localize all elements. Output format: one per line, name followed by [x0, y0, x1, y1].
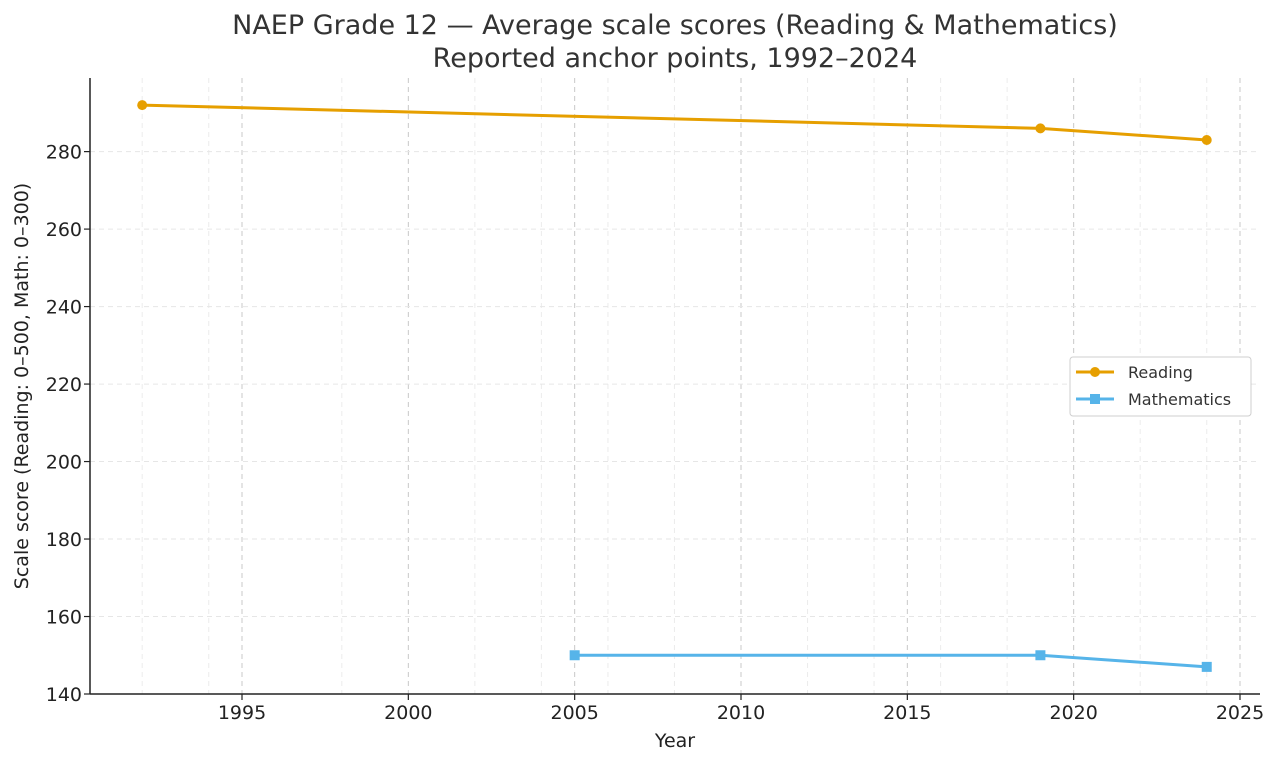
x-tick-label: 2025	[1216, 702, 1264, 724]
y-tick-label: 180	[46, 529, 82, 551]
axes-layer	[89, 78, 1260, 695]
mathematics-point	[569, 650, 580, 661]
chart-subtitle: Reported anchor points, 1992–2024	[433, 43, 918, 74]
y-axis-label: Scale score (Reading: 0–500, Math: 0–300…	[11, 183, 33, 589]
y-tick-layer: 140 160 180 200 220 240 260 280	[46, 142, 90, 706]
y-tick-label: 240	[46, 297, 82, 319]
legend: Reading Mathematics	[1069, 356, 1252, 417]
legend-mathematics-marker	[1090, 394, 1100, 404]
mathematics-point	[1201, 661, 1212, 672]
y-tick-label: 260	[46, 219, 82, 241]
legend-box	[1069, 356, 1252, 417]
x-tick-label: 2015	[883, 702, 931, 724]
x-axis-label: Year	[654, 730, 695, 752]
y-tick-label: 140	[46, 684, 82, 706]
reading-point	[1201, 134, 1212, 145]
legend-mathematics-label: Mathematics	[1128, 390, 1231, 409]
x-tick-label: 2000	[384, 702, 432, 724]
x-tick-label: 1995	[218, 702, 266, 724]
y-tick-label: 220	[46, 374, 82, 396]
series-layer	[137, 100, 1212, 672]
y-tick-label: 160	[46, 607, 82, 629]
chart-title: NAEP Grade 12 — Average scale scores (Re…	[232, 10, 1118, 41]
legend-reading-label: Reading	[1128, 363, 1193, 382]
mathematics-line	[574, 653, 1207, 669]
reading-point	[137, 100, 148, 111]
y-tick-label: 200	[46, 452, 82, 474]
y-tick-label: 280	[46, 142, 82, 164]
x-tick-label: 2020	[1049, 702, 1097, 724]
x-tick-label: 2005	[550, 702, 598, 724]
legend-reading-marker	[1090, 367, 1100, 377]
reading-point	[1035, 123, 1046, 134]
x-tick-layer: 1995 2000 2005 2010 2015 2020 2025	[218, 694, 1264, 724]
x-tick-label: 2010	[717, 702, 765, 724]
mathematics-point	[1035, 650, 1046, 661]
